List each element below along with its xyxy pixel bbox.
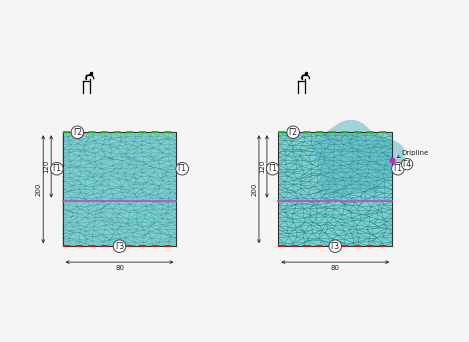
Text: Γ1: Γ1 xyxy=(393,164,402,173)
Circle shape xyxy=(71,126,83,139)
Text: 120: 120 xyxy=(259,160,265,173)
Polygon shape xyxy=(314,120,405,197)
Text: 200: 200 xyxy=(36,183,42,196)
Circle shape xyxy=(329,240,341,252)
Text: Γ3: Γ3 xyxy=(331,242,340,251)
Text: 120: 120 xyxy=(44,160,50,173)
Text: Γ3: Γ3 xyxy=(115,242,124,251)
Circle shape xyxy=(392,162,404,175)
Text: Γ1: Γ1 xyxy=(178,164,187,173)
Text: Γ4: Γ4 xyxy=(402,160,412,169)
Circle shape xyxy=(266,162,279,175)
Circle shape xyxy=(51,162,63,175)
Circle shape xyxy=(113,240,126,252)
Circle shape xyxy=(176,162,189,175)
Circle shape xyxy=(287,126,299,139)
Text: 200: 200 xyxy=(251,183,257,196)
Bar xyxy=(278,132,392,246)
Bar xyxy=(62,132,176,246)
Text: Dripline: Dripline xyxy=(401,150,429,156)
Text: 80: 80 xyxy=(115,265,124,271)
Text: Γ1: Γ1 xyxy=(268,164,277,173)
Text: Γ2: Γ2 xyxy=(73,128,82,137)
Text: 80: 80 xyxy=(331,265,340,271)
Bar xyxy=(278,132,392,246)
Circle shape xyxy=(401,158,413,170)
Text: Γ2: Γ2 xyxy=(288,128,298,137)
Bar xyxy=(62,132,176,246)
Text: Γ1: Γ1 xyxy=(53,164,61,173)
